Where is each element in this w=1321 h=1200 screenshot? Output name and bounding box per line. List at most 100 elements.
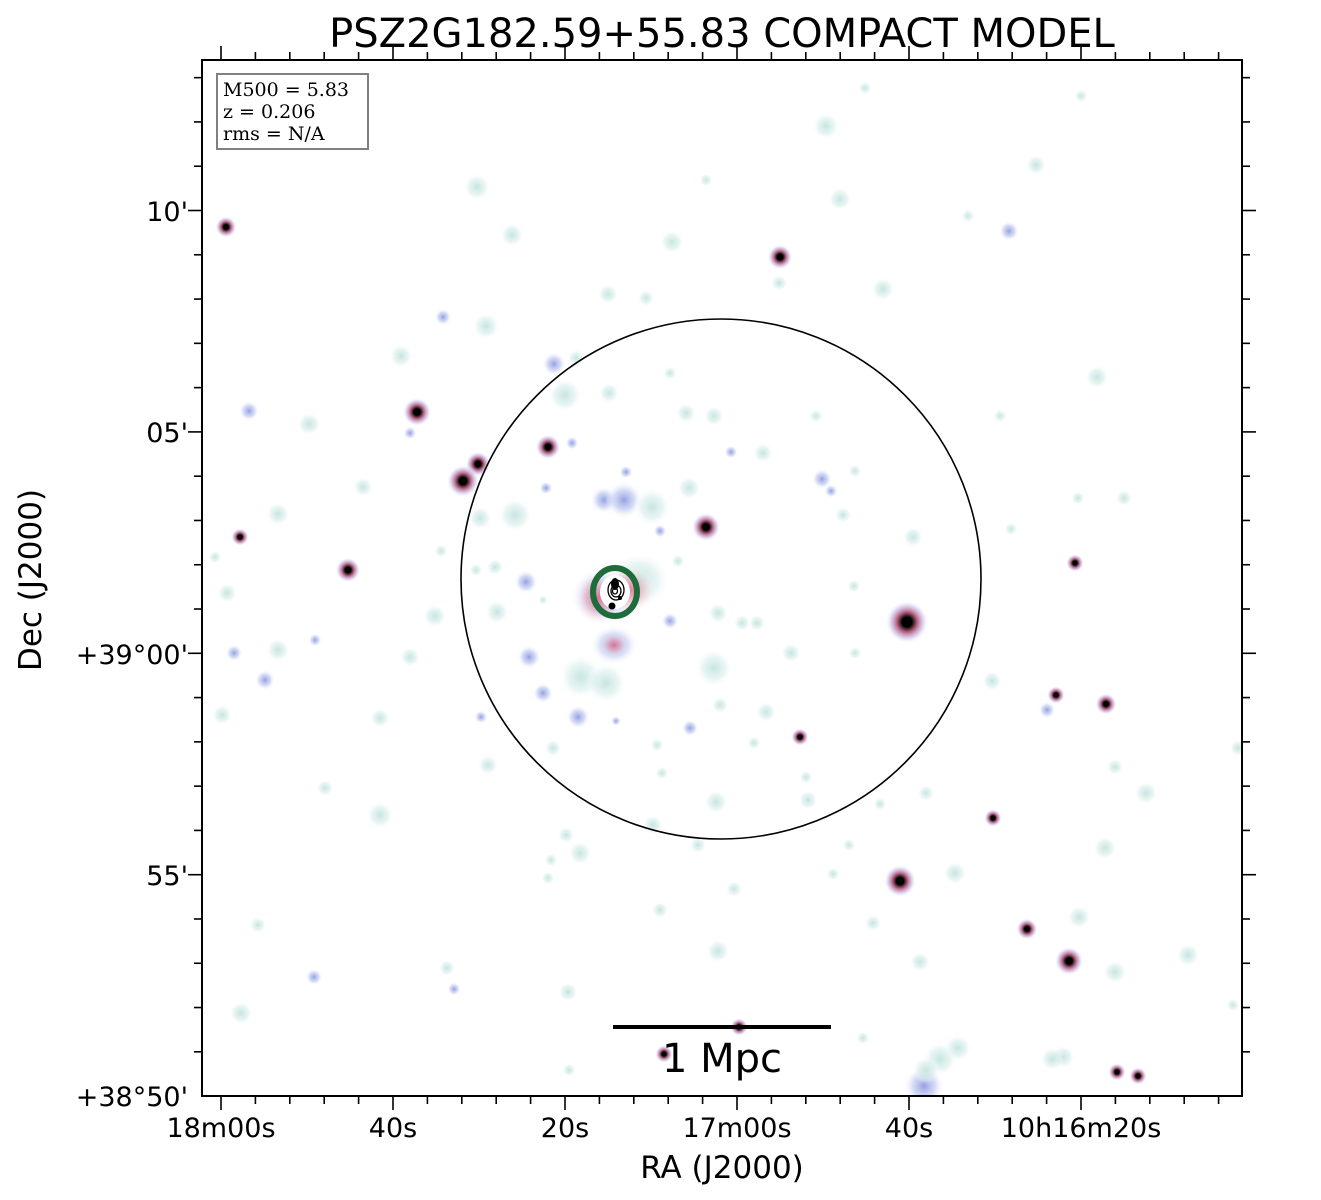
r500-circle <box>460 318 982 840</box>
faint-source <box>566 705 590 729</box>
x-tick-label: 17m00s <box>682 1113 791 1144</box>
faint-source <box>434 308 452 326</box>
source-core <box>895 876 905 886</box>
x-tick-label: 18m00s <box>166 1113 275 1144</box>
faint-source <box>848 464 862 478</box>
source-core <box>901 616 913 628</box>
source-core <box>1072 560 1078 566</box>
source-core <box>1024 926 1030 932</box>
faint-source <box>703 405 725 427</box>
faint-source <box>681 719 699 737</box>
scale-bar: 1 Mpc <box>613 1025 831 1082</box>
faint-source <box>434 544 448 558</box>
faint-source <box>463 173 491 201</box>
faint-source <box>842 838 856 852</box>
faint-source <box>1176 943 1200 967</box>
faint-source <box>912 1056 940 1084</box>
info-redshift: z = 0.206 <box>223 101 315 123</box>
faint-source <box>619 465 633 479</box>
source-core <box>1053 692 1059 698</box>
faint-source <box>1229 739 1242 757</box>
y-tick-label: 05' <box>146 418 188 449</box>
faint-source <box>637 289 655 307</box>
faint-source <box>780 642 802 664</box>
y-tick-label: +38°50' <box>76 1082 188 1113</box>
faint-source <box>733 614 751 632</box>
faint-source <box>704 790 728 814</box>
sky-image <box>208 81 1242 1096</box>
faint-source <box>724 445 738 459</box>
faint-source <box>369 707 391 729</box>
y-tick-label: 55' <box>146 861 188 892</box>
faint-source <box>993 409 1007 423</box>
faint-source <box>562 1063 576 1077</box>
faint-source <box>423 604 447 628</box>
faint-source <box>747 736 761 750</box>
faint-source <box>537 594 549 606</box>
x-tick-labels: 18m00s 40s 20s 17m00s 40s 10h16m20s <box>166 1113 1161 1144</box>
faint-source <box>828 187 852 211</box>
faint-source <box>366 801 394 829</box>
faint-source <box>752 442 774 464</box>
faint-source <box>1071 491 1085 505</box>
faint-source <box>1103 960 1127 984</box>
faint-source <box>1115 489 1133 507</box>
faint-source <box>864 914 882 932</box>
faint-source <box>653 524 667 538</box>
scale-bar-label: 1 Mpc <box>662 1036 782 1082</box>
faint-source <box>847 579 861 593</box>
source-core <box>474 460 482 468</box>
faint-source <box>661 612 679 630</box>
faint-source <box>297 412 321 436</box>
source-core <box>237 534 243 540</box>
source-core <box>661 1051 667 1057</box>
faint-source <box>695 649 733 687</box>
source-core <box>458 476 468 486</box>
chart-title: PSZ2G182.59+55.83 COMPACT MODEL <box>329 11 1115 57</box>
faint-source <box>447 982 461 996</box>
y-tick-label: 10' <box>146 197 188 228</box>
faint-source <box>917 784 935 802</box>
faint-source <box>663 366 677 380</box>
faint-source <box>660 230 684 254</box>
faint-source <box>650 738 664 752</box>
faint-source <box>675 402 697 424</box>
faint-source <box>438 959 456 977</box>
faint-source <box>633 488 671 526</box>
faint-source <box>834 506 852 524</box>
faint-source <box>474 710 488 724</box>
source-core <box>797 734 803 740</box>
faint-source <box>826 867 840 881</box>
faint-source <box>799 770 813 784</box>
faint-source <box>755 701 777 723</box>
faint-source <box>1134 781 1158 805</box>
faint-source <box>671 554 685 568</box>
faint-source <box>1040 1047 1064 1071</box>
faint-source <box>567 349 585 367</box>
faint-source <box>1074 89 1088 103</box>
faint-source <box>677 476 701 500</box>
y-axis-label: Dec (J2000) <box>13 489 49 671</box>
faint-source <box>403 426 417 440</box>
faint-source <box>655 766 669 780</box>
faint-source <box>1067 905 1091 929</box>
faint-source <box>477 754 499 776</box>
faint-source <box>585 662 627 704</box>
faint-source <box>514 570 538 594</box>
faint-source <box>472 312 500 340</box>
faint-source <box>498 498 532 532</box>
info-m500: M500 = 5.83 <box>223 79 349 101</box>
cluster-core-emission <box>570 552 670 665</box>
faint-source <box>308 633 322 647</box>
faint-source <box>873 797 887 811</box>
faint-source <box>557 826 575 844</box>
faint-source <box>216 582 238 604</box>
faint-source <box>532 682 554 704</box>
faint-source <box>211 704 233 726</box>
faint-source <box>824 484 838 498</box>
source-core <box>1135 1073 1141 1079</box>
faint-source <box>642 814 664 836</box>
x-tick-label: 40s <box>369 1113 417 1144</box>
faint-source <box>811 468 833 490</box>
